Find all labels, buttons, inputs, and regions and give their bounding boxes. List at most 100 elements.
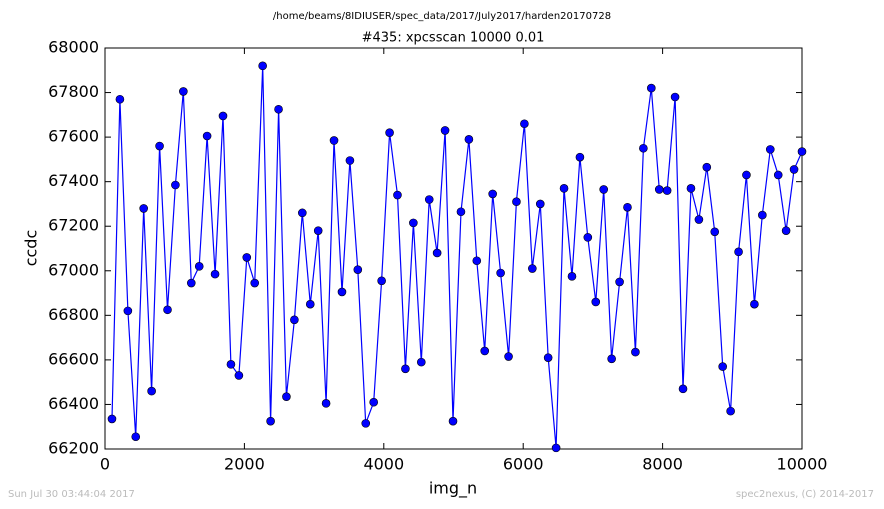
data-point (559, 184, 569, 193)
data-point (797, 147, 807, 156)
y-tick-label: 66200 (48, 439, 99, 458)
y-tick-label: 66800 (48, 305, 99, 324)
data-point (496, 268, 505, 278)
data-point (520, 119, 529, 129)
data-point (258, 61, 267, 71)
x-tick-label: 10000 (777, 455, 828, 474)
x-tick-label: 2000 (224, 455, 265, 474)
data-point (678, 384, 688, 394)
data-point (742, 170, 751, 180)
chart-title: #435: xpcsscan 10000 0.01 (362, 31, 545, 46)
data-point (464, 135, 474, 144)
data-point (329, 136, 339, 145)
data-point (377, 276, 386, 286)
data-point (512, 197, 521, 207)
data-point (155, 141, 164, 151)
data-point (734, 247, 743, 257)
data-point (639, 143, 648, 153)
data-point (401, 364, 410, 374)
data-point (543, 353, 553, 362)
data-point (305, 299, 315, 309)
data-point (290, 315, 299, 325)
y-tick-label: 67200 (48, 216, 99, 235)
data-point (226, 360, 236, 369)
y-tick-label: 67400 (48, 171, 99, 190)
x-tick-label: 0 (100, 455, 110, 474)
data-point (186, 278, 196, 288)
data-point (218, 111, 228, 121)
data-point (694, 215, 704, 224)
data-point (765, 145, 775, 154)
x-axis-label: img_n (429, 479, 477, 499)
data-point (147, 386, 156, 396)
x-tick-label: 4000 (363, 455, 404, 474)
data-point (202, 131, 212, 141)
data-point (504, 352, 513, 361)
data-point (480, 346, 490, 356)
data-point (773, 170, 783, 180)
data-point (274, 104, 283, 114)
data-point (432, 248, 442, 258)
y-tick-label: 66400 (48, 394, 99, 413)
data-point (575, 152, 585, 162)
data-point (781, 226, 791, 235)
data-point (179, 87, 188, 96)
y-tick-label: 67000 (48, 260, 99, 279)
data-point (710, 227, 720, 237)
data-point (107, 414, 117, 424)
data-point (599, 185, 609, 194)
data-point (416, 357, 426, 367)
data-point (631, 347, 640, 357)
data-point (250, 278, 260, 288)
data-point (583, 233, 593, 242)
data-point (456, 207, 466, 217)
data-point (758, 210, 767, 220)
data-point (361, 419, 371, 428)
data-point (750, 299, 759, 309)
data-point (718, 362, 727, 371)
data-point (385, 128, 394, 137)
data-point (234, 371, 244, 380)
data-point (369, 397, 378, 407)
data-point (535, 199, 545, 209)
data-point (702, 162, 712, 172)
data-point (623, 202, 632, 212)
data-point (123, 306, 133, 316)
data-point (528, 264, 537, 273)
footer-left: Sun Jul 30 03:44:04 2017 (8, 489, 135, 500)
data-point (163, 305, 172, 315)
data-point (607, 354, 616, 364)
data-point (488, 189, 497, 199)
data-point (282, 392, 291, 401)
y-axis-label: ccdc (22, 230, 41, 267)
data-point (448, 416, 458, 426)
data-point (313, 226, 323, 235)
y-tick-label: 68000 (48, 38, 99, 57)
series-line (111, 65, 803, 448)
data-point (337, 287, 347, 297)
data-point (194, 262, 204, 271)
data-point (686, 184, 696, 193)
data-point (424, 195, 434, 204)
data-point (567, 272, 577, 281)
suptitle: /home/beams/8IDIUSER/spec_data/2017/July… (273, 11, 611, 22)
data-point (171, 180, 180, 190)
y-tick-label: 66600 (48, 349, 99, 368)
data-point (789, 165, 799, 174)
data-point (409, 218, 418, 228)
data-point (591, 297, 601, 307)
data-point (242, 253, 252, 262)
data-point (472, 256, 482, 266)
footer-right: spec2nexus, (C) 2014-2017 (736, 489, 874, 500)
data-point (139, 204, 148, 213)
y-tick-label: 67800 (48, 82, 99, 101)
data-point (551, 443, 561, 453)
data-point (670, 92, 680, 102)
data-point (662, 186, 672, 195)
data-point (131, 432, 141, 442)
data-point (321, 399, 331, 408)
data-point (345, 156, 355, 165)
data-point (210, 269, 220, 279)
data-point (353, 265, 363, 274)
